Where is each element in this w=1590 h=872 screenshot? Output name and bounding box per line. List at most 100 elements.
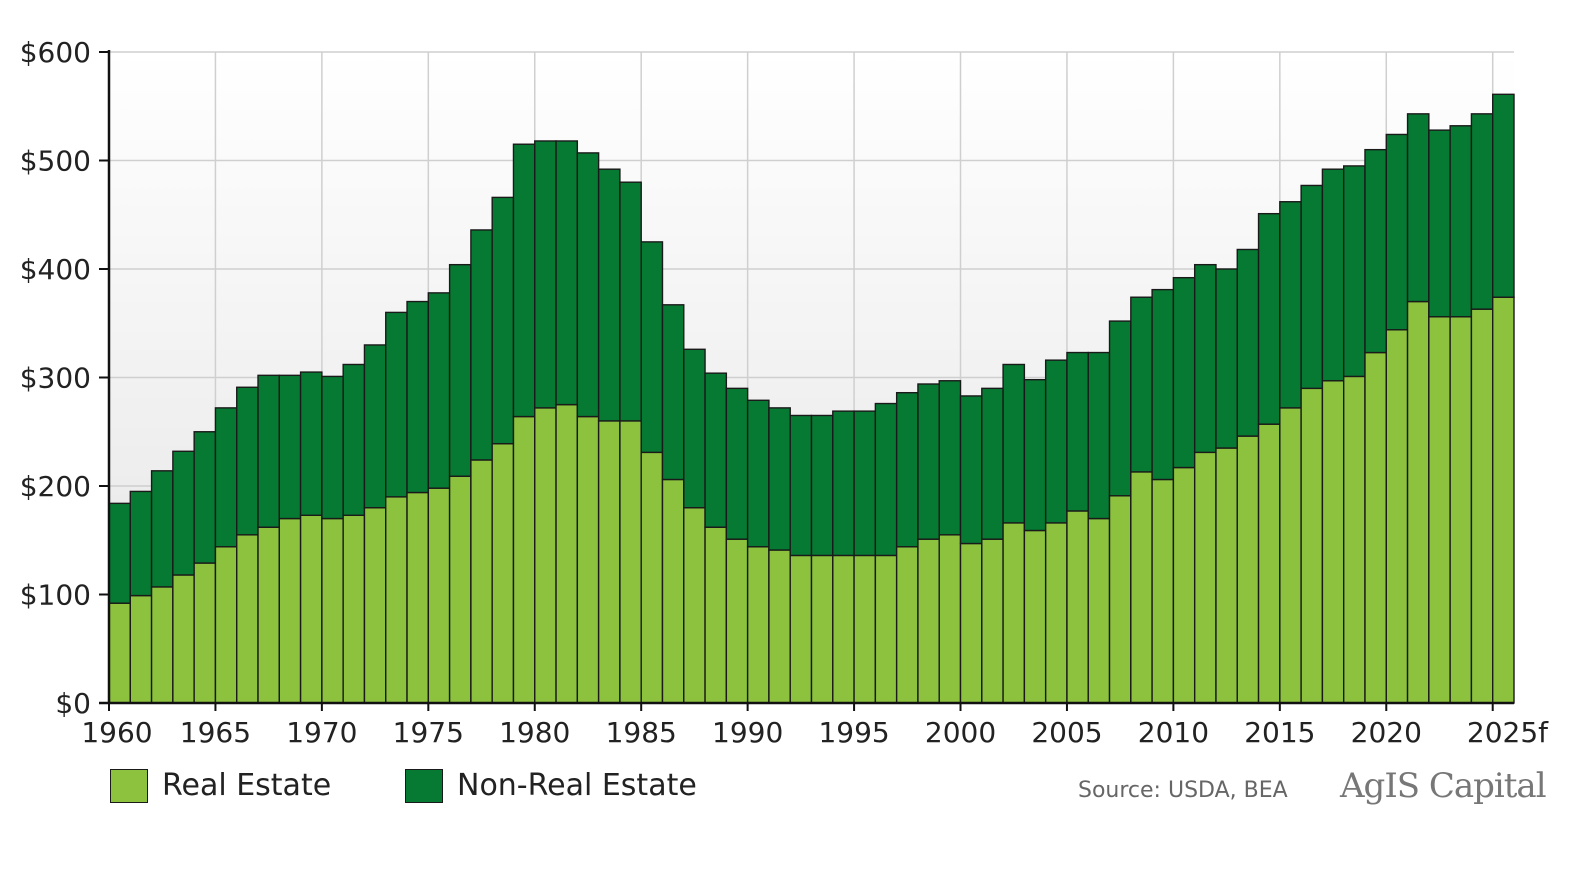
bar-non-real-estate-2004 [1044, 359, 1068, 524]
bar-real-estate-1960 [108, 602, 131, 704]
bar-non-real-estate-2011 [1193, 263, 1217, 454]
bar-real-estate-1967 [257, 526, 281, 704]
bar-non-real-estate-1969 [299, 371, 323, 516]
bar-non-real-estate-2007 [1108, 320, 1132, 497]
bar-real-estate-2014 [1257, 423, 1281, 704]
x-tick-label: 2000 [925, 716, 996, 749]
bar-non-real-estate-2019 [1364, 148, 1387, 354]
x-tick-label: 1990 [712, 716, 783, 749]
bar-non-real-estate-2003 [1023, 378, 1047, 532]
x-tick-label: 2015 [1244, 716, 1315, 749]
agis-capital-logo: AgIS Capital [1340, 766, 1547, 806]
bar-real-estate-1970 [321, 517, 344, 704]
bar-real-estate-2024 [1470, 308, 1494, 704]
bar-real-estate-1965 [214, 546, 238, 704]
bar-non-real-estate-1991 [768, 407, 791, 551]
bar-non-real-estate-1970 [321, 375, 344, 520]
bar-non-real-estate-1974 [406, 300, 430, 494]
bar-non-real-estate-1997 [895, 391, 919, 548]
bar-non-real-estate-1980 [534, 140, 557, 409]
bar-real-estate-1961 [129, 594, 153, 704]
bar-real-estate-1992 [789, 554, 813, 704]
bar-non-real-estate-1968 [278, 374, 302, 520]
bar-non-real-estate-2018 [1342, 165, 1366, 378]
bar-real-estate-1974 [406, 491, 430, 704]
bar-non-real-estate-2015 [1279, 201, 1302, 409]
bar-real-estate-1997 [895, 546, 919, 704]
bar-real-estate-1994 [832, 554, 855, 704]
x-tick-label: 1985 [606, 716, 677, 749]
bar-non-real-estate-2014 [1257, 212, 1281, 425]
bar-non-real-estate-2017 [1321, 168, 1345, 382]
bar-real-estate-1989 [725, 538, 749, 704]
bar-real-estate-2007 [1108, 495, 1132, 704]
bar-non-real-estate-1993 [810, 414, 834, 557]
legend-label-real-estate: Real Estate [162, 768, 332, 803]
bar-real-estate-1985 [640, 451, 664, 704]
bar-non-real-estate-1985 [640, 241, 664, 454]
x-tick-label: 1970 [286, 716, 357, 749]
bar-real-estate-1971 [342, 514, 366, 704]
x-tick-label: 1965 [180, 716, 251, 749]
legend-swatch-real-estate [110, 768, 148, 803]
bar-real-estate-2013 [1236, 435, 1260, 704]
bar-non-real-estate-2012 [1215, 268, 1238, 449]
y-tick-label: $0 [55, 687, 91, 720]
y-tick-label: $400 [20, 253, 91, 286]
bar-non-real-estate-1975 [427, 292, 451, 489]
bar-non-real-estate-2005 [1066, 351, 1089, 512]
bar-real-estate-2000 [959, 542, 983, 704]
bar-real-estate-1981 [555, 403, 579, 704]
bar-real-estate-1969 [299, 514, 323, 704]
x-tick-label: 1960 [81, 716, 152, 749]
bar-real-estate-1995 [853, 554, 877, 704]
bar-real-estate-2004 [1044, 522, 1068, 704]
x-tick-label: 1980 [499, 716, 570, 749]
bar-non-real-estate-1989 [725, 387, 749, 540]
bar-non-real-estate-1979 [512, 143, 536, 418]
bar-non-real-estate-1986 [661, 304, 685, 481]
bar-real-estate-2023 [1449, 316, 1473, 704]
bar-non-real-estate-1982 [576, 152, 600, 418]
bar-non-real-estate-2025f [1492, 93, 1515, 298]
bar-non-real-estate-1998 [917, 383, 940, 540]
bar-non-real-estate-2009 [1151, 288, 1175, 481]
y-tick-label: $100 [20, 579, 91, 612]
x-tick-label: 1975 [393, 716, 464, 749]
bar-non-real-estate-1972 [363, 344, 387, 509]
bar-real-estate-1964 [193, 562, 217, 704]
bar-real-estate-1983 [597, 420, 621, 704]
y-axis-ticks: $0 $100 $200 $300 $400 $500 $600 [20, 36, 109, 720]
bar-non-real-estate-1976 [448, 263, 472, 477]
bar-real-estate-2018 [1342, 375, 1366, 704]
bar-real-estate-2022 [1428, 316, 1451, 704]
bar-non-real-estate-1960 [108, 502, 131, 604]
bar-non-real-estate-2001 [981, 387, 1004, 540]
bar-real-estate-2009 [1151, 478, 1175, 704]
bar-non-real-estate-1984 [619, 181, 642, 422]
x-tick-label: 2020 [1351, 716, 1422, 749]
bar-real-estate-2020 [1385, 329, 1409, 704]
bar-non-real-estate-2000 [959, 395, 983, 545]
bar-real-estate-1980 [534, 407, 557, 704]
bar-real-estate-1962 [150, 586, 174, 704]
bar-non-real-estate-2020 [1385, 133, 1409, 331]
y-tick-label: $300 [20, 362, 91, 395]
bar-real-estate-1973 [385, 496, 408, 704]
bars [108, 93, 1515, 704]
bar-real-estate-1975 [427, 487, 451, 704]
bar-real-estate-2001 [981, 538, 1004, 704]
bar-real-estate-2010 [1172, 466, 1196, 704]
bar-real-estate-1968 [278, 517, 302, 704]
bar-real-estate-1976 [448, 475, 472, 704]
bar-non-real-estate-2010 [1172, 276, 1196, 469]
bar-real-estate-1966 [236, 534, 259, 704]
bar-non-real-estate-1965 [214, 407, 238, 548]
bar-real-estate-2016 [1300, 387, 1324, 704]
bar-non-real-estate-2024 [1470, 113, 1494, 310]
bar-real-estate-2017 [1321, 380, 1345, 704]
bar-real-estate-1990 [746, 546, 770, 704]
bar-non-real-estate-2023 [1449, 125, 1473, 318]
bar-non-real-estate-1963 [172, 450, 195, 576]
bar-non-real-estate-1988 [704, 372, 728, 528]
